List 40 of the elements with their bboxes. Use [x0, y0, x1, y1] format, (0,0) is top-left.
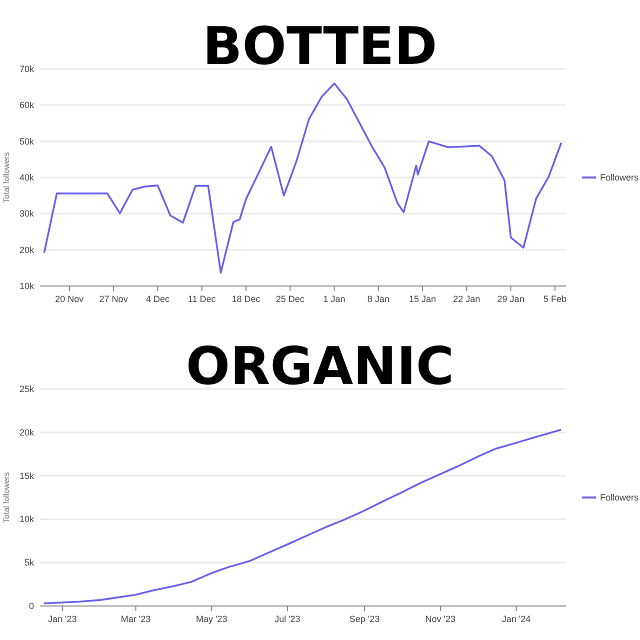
x-tick-label: 20 Nov — [55, 294, 84, 304]
x-tick-label: 8 Jan — [367, 294, 390, 304]
y-tick-label: 0 — [28, 601, 34, 611]
x-tick-label: 27 Nov — [99, 294, 128, 304]
x-tick-label: 18 Dec — [232, 294, 261, 304]
y-tick-label: 70k — [19, 64, 34, 74]
x-tick-label: Nov '23 — [425, 614, 456, 624]
x-tick-label: Jul '23 — [274, 614, 300, 624]
x-tick-label: 25 Dec — [276, 294, 305, 304]
x-tick-label: 4 Dec — [146, 294, 170, 304]
x-tick-label: Mar '23 — [120, 614, 151, 624]
y-tick-label: 15k — [19, 470, 34, 481]
y-tick-label: 5k — [24, 558, 34, 568]
x-tick-label: 11 Dec — [188, 294, 216, 304]
y-tick-label: 60k — [19, 100, 34, 110]
line-series — [43, 82, 562, 274]
line-series — [42, 428, 562, 604]
x-tick-label: Jan '23 — [48, 614, 77, 624]
y-tick-label: 10k — [19, 514, 34, 524]
legend-label: Followers — [600, 172, 640, 182]
y-tick-label: 30k — [19, 208, 34, 219]
x-tick-label: 5 Feb — [543, 294, 566, 304]
chart-title: ORGANIC — [186, 337, 454, 397]
x-tick-label: May '23 — [196, 614, 228, 624]
y-tick-label: 20k — [19, 244, 34, 255]
chart-title: BOTTED — [202, 17, 438, 77]
y-tick-label: 25k — [19, 384, 34, 394]
y-tick-label: 40k — [19, 172, 34, 182]
y-axis-title: Total followers — [2, 472, 11, 523]
x-tick-label: Jan '24 — [502, 614, 531, 624]
legend-label: Followers — [600, 492, 640, 502]
x-tick-label: Sep '23 — [349, 614, 380, 624]
y-tick-label: 20k — [19, 427, 34, 438]
x-tick-label: 22 Jan — [453, 294, 480, 304]
y-tick-label: 50k — [19, 136, 34, 146]
y-tick-label: 10k — [19, 281, 34, 291]
x-tick-label: 1 Jan — [323, 294, 346, 304]
x-tick-label: 29 Jan — [497, 294, 524, 304]
x-tick-label: 15 Jan — [409, 294, 436, 304]
y-axis-title: Total followers — [2, 152, 11, 203]
